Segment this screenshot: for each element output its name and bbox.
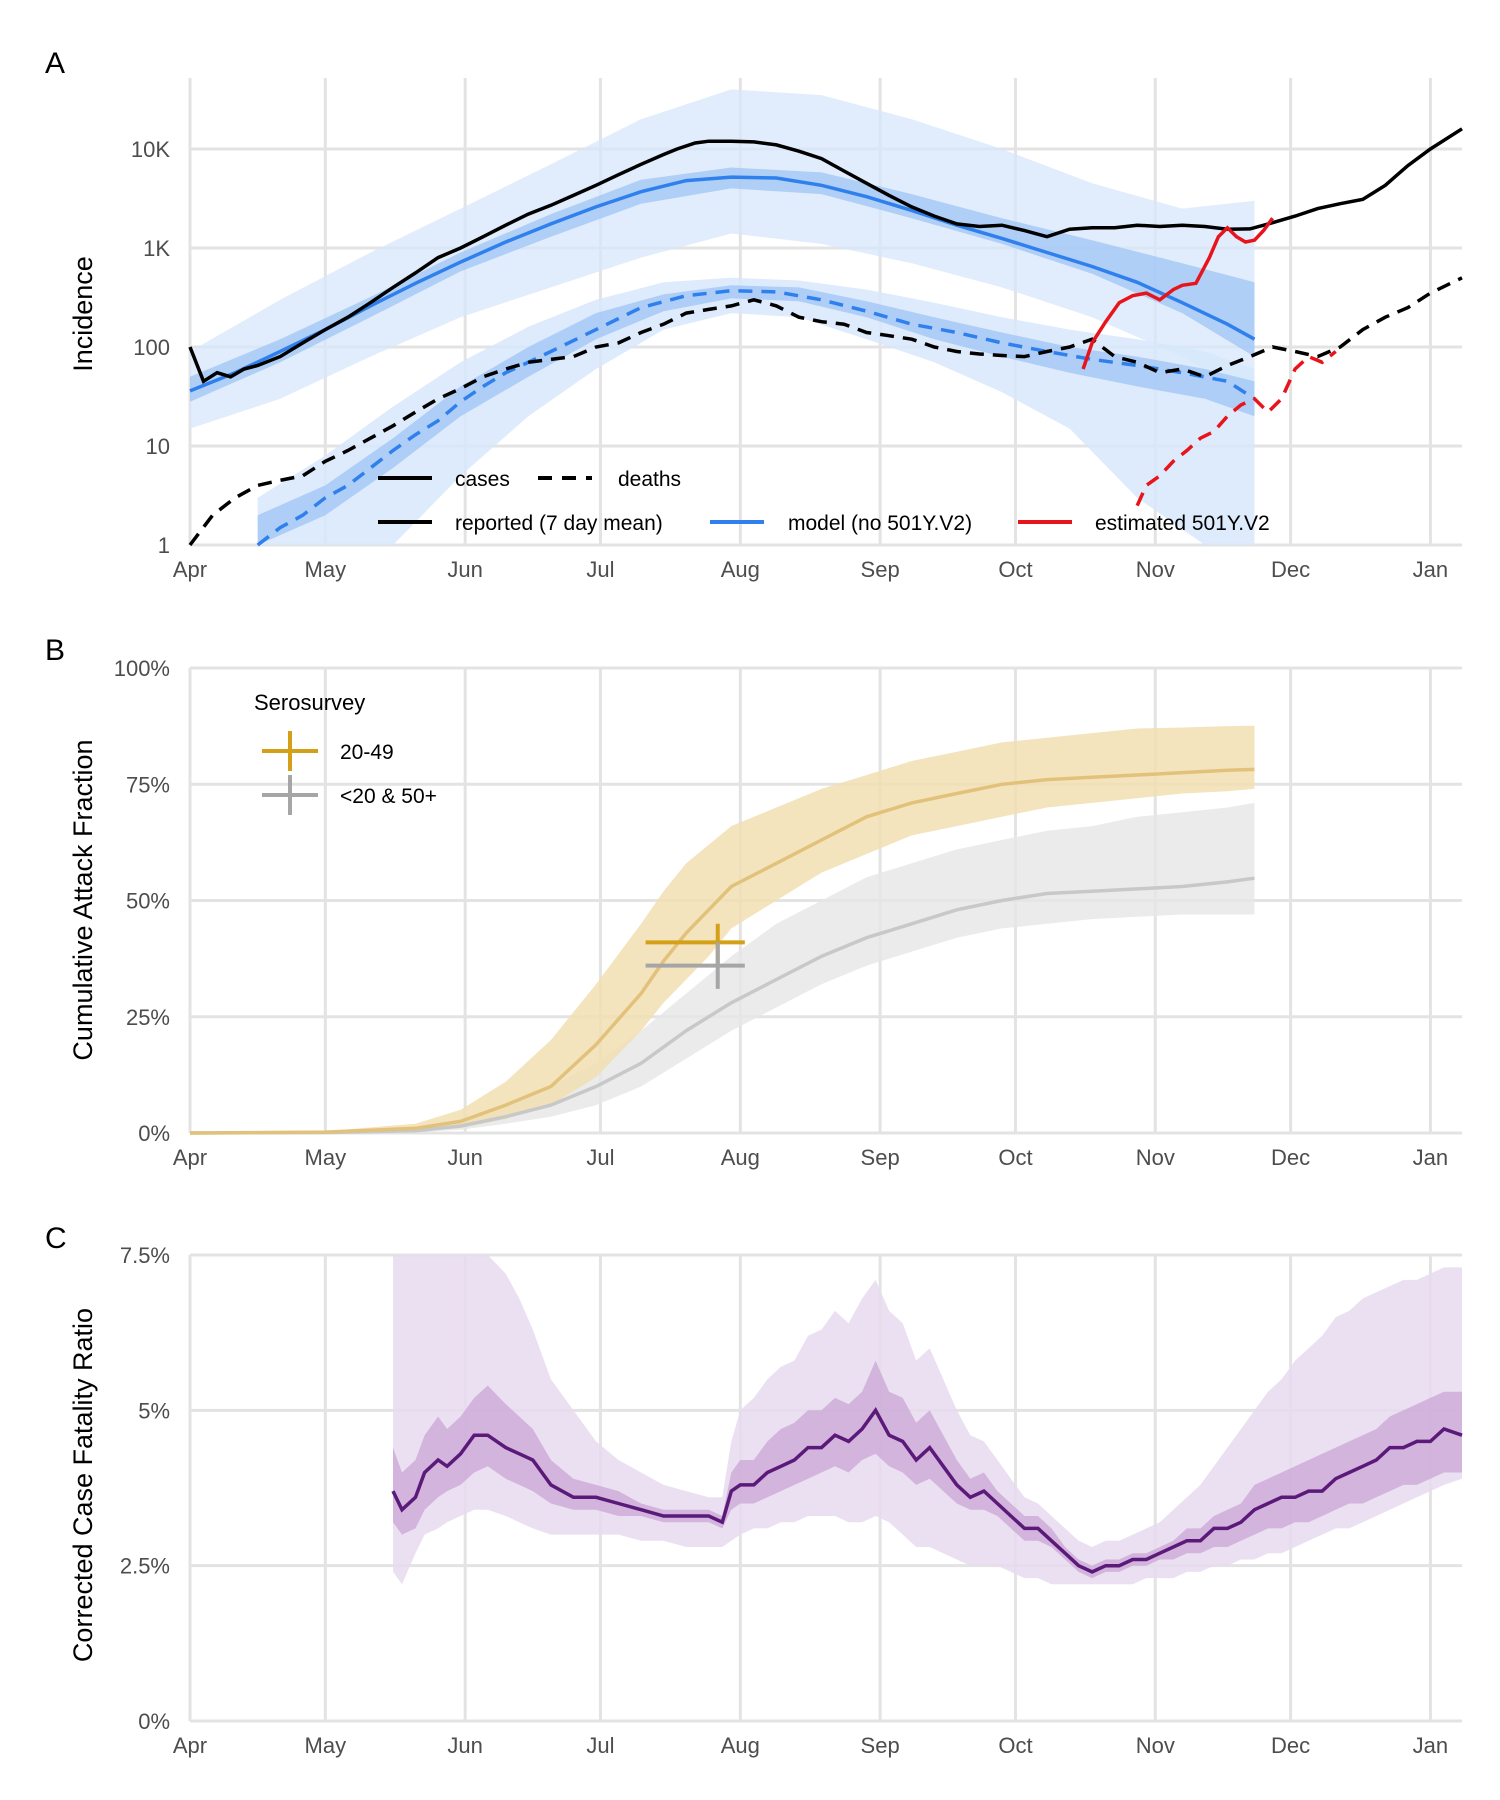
legend-deaths-label: deaths: [618, 468, 681, 491]
legend-20-49-label: 20-49: [340, 741, 394, 764]
legend-reported-label: reported (7 day mean): [455, 512, 663, 535]
panel-c-y-axis-title: Corrected Case Fatality Ratio: [68, 1308, 98, 1662]
model-deaths-band-inner: [257, 285, 1255, 545]
legend-model-label: model (no 501Y.V2): [788, 512, 972, 535]
panel-a-incidence: A 1 10 100 1K 10K Apr May Jun Jul Aug Sep Oct Nov De…: [45, 47, 1463, 582]
x-tick-label: Jun: [447, 1145, 482, 1170]
panel-a-legend: cases deaths reported (7 day mean) model…: [378, 468, 1270, 535]
panel-c-x-ticks: Apr May Jun Jul Aug Sep Oct Nov Dec Jan: [173, 1733, 1448, 1758]
y-tick-label: 100: [133, 335, 170, 360]
x-tick-label: Apr: [173, 1145, 207, 1170]
panel-a-lines: [188, 127, 1463, 547]
legend-20-49-glyph: [262, 731, 318, 771]
legend-other-ages-glyph: [262, 775, 318, 815]
age-other-line: [189, 876, 1255, 1135]
panel-c-lines: [391, 1407, 1463, 1574]
panel-b-y-axis-title: Cumulative Attack Fraction: [68, 739, 98, 1060]
panel-b-bands: [190, 725, 1255, 1133]
x-tick-label: Apr: [173, 1733, 207, 1758]
x-tick-label: Jul: [586, 1733, 614, 1758]
panel-a-y-axis-title: Incidence: [68, 256, 98, 372]
y-tick-label: 2.5%: [120, 1554, 170, 1579]
x-tick-label: Jan: [1413, 557, 1448, 582]
x-tick-label: Sep: [861, 1145, 900, 1170]
model-cases-band-outer: [190, 89, 1255, 429]
x-tick-label: Jan: [1413, 1733, 1448, 1758]
x-tick-label: Dec: [1271, 1145, 1310, 1170]
legend-other-ages-label: <20 & 50+: [340, 785, 437, 808]
panel-b-x-ticks: Apr May Jun Jul Aug Sep Oct Nov Dec Jan: [173, 1145, 1448, 1170]
estimated-cases-line: [1081, 217, 1275, 370]
panel-b-tag: B: [45, 634, 65, 667]
y-tick-label: 100%: [114, 656, 170, 681]
x-tick-label: Jun: [447, 1733, 482, 1758]
x-tick-label: Dec: [1271, 1733, 1310, 1758]
x-tick-label: Aug: [721, 1733, 760, 1758]
model-cases-line: [189, 175, 1256, 393]
age-20-49-line: [189, 767, 1255, 1135]
age-20-49-band: [190, 725, 1255, 1133]
cfr-line: [391, 1407, 1463, 1574]
x-tick-label: Aug: [721, 557, 760, 582]
x-tick-label: May: [305, 557, 347, 582]
panel-a-y-ticks: 1 10 100 1K 10K: [131, 137, 170, 558]
y-tick-label: 0%: [138, 1709, 170, 1734]
x-tick-label: Jan: [1413, 1145, 1448, 1170]
x-tick-label: Oct: [998, 557, 1032, 582]
y-tick-label: 75%: [126, 772, 170, 797]
panel-b-lines: [189, 767, 1255, 1135]
panel-b-serosurvey-points: [645, 923, 745, 989]
panel-c-cfr: C 0% 2.5% 5% 7.5% Apr May Jun Jul Aug Sep Oct Nov D…: [45, 1222, 1463, 1758]
y-tick-label: 1: [158, 533, 170, 558]
legend-cases-label: cases: [455, 468, 510, 491]
panel-b-legend: Serosurvey 20-49 <20 & 50+: [254, 690, 437, 815]
panel-b-attack-fraction: B 0% 25% 50% 75% 100% Apr May Jun Jul Aug Sep Oct N…: [45, 634, 1462, 1170]
x-tick-label: Sep: [861, 1733, 900, 1758]
panel-c-tag: C: [45, 1222, 67, 1255]
estimated-deaths-line: [1135, 350, 1337, 507]
panel-a-x-ticks: Apr May Jun Jul Aug Sep Oct Nov Dec Jan: [173, 557, 1448, 582]
x-tick-label: Nov: [1136, 1733, 1175, 1758]
x-tick-label: May: [305, 1145, 347, 1170]
x-tick-label: Sep: [861, 557, 900, 582]
x-tick-label: Dec: [1271, 557, 1310, 582]
x-tick-label: Aug: [721, 1145, 760, 1170]
x-tick-label: Jun: [447, 557, 482, 582]
model-deaths-line: [256, 288, 1256, 547]
y-tick-label: 1K: [143, 236, 170, 261]
x-tick-label: Jul: [586, 1145, 614, 1170]
panel-b-y-ticks: 0% 25% 50% 75% 100%: [114, 656, 170, 1146]
panel-a-tag: A: [45, 47, 65, 80]
x-tick-label: Apr: [173, 557, 207, 582]
y-tick-label: 0%: [138, 1121, 170, 1146]
panel-c-bands: [393, 1255, 1462, 1585]
y-tick-label: 5%: [138, 1398, 170, 1423]
age-other-band: [190, 802, 1255, 1133]
x-tick-label: Oct: [998, 1733, 1032, 1758]
y-tick-label: 25%: [126, 1005, 170, 1030]
x-tick-label: Jul: [586, 557, 614, 582]
reported-deaths-line: [188, 276, 1463, 547]
y-tick-label: 50%: [126, 889, 170, 914]
x-tick-label: Oct: [998, 1145, 1032, 1170]
x-tick-label: Nov: [1136, 1145, 1175, 1170]
x-tick-label: May: [305, 1733, 347, 1758]
serosurvey-point: [645, 942, 745, 989]
x-tick-label: Nov: [1136, 557, 1175, 582]
panel-c-y-ticks: 0% 2.5% 5% 7.5%: [120, 1243, 170, 1734]
y-tick-label: 7.5%: [120, 1243, 170, 1268]
y-tick-label: 10: [146, 434, 170, 459]
cfr-band-inner: [393, 1360, 1462, 1579]
legend-estimated-label: estimated 501Y.V2: [1095, 512, 1270, 535]
y-tick-label: 10K: [131, 137, 170, 162]
legend-serosurvey-title: Serosurvey: [254, 690, 365, 715]
